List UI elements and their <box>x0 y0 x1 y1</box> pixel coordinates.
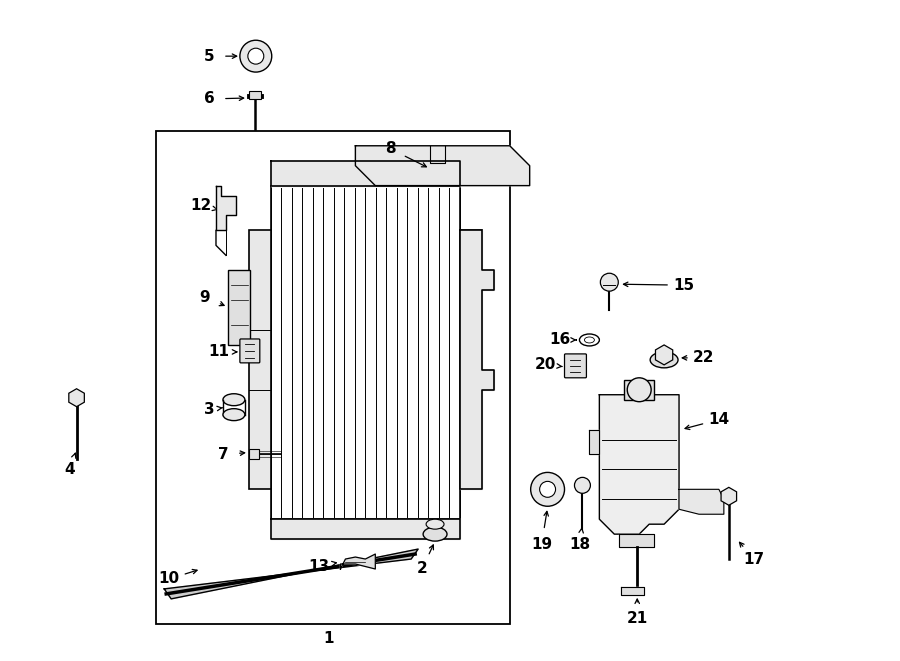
Circle shape <box>600 273 618 291</box>
Text: 10: 10 <box>158 572 180 586</box>
Text: 20: 20 <box>535 358 556 372</box>
Circle shape <box>248 48 264 64</box>
Bar <box>157 131 509 624</box>
FancyBboxPatch shape <box>564 354 587 378</box>
Text: 9: 9 <box>200 290 211 305</box>
Bar <box>228 270 250 345</box>
Circle shape <box>540 481 555 497</box>
Polygon shape <box>340 554 375 569</box>
Circle shape <box>574 477 590 493</box>
Text: 4: 4 <box>64 462 75 477</box>
Text: 2: 2 <box>417 561 428 576</box>
Text: 5: 5 <box>203 49 214 63</box>
Text: 12: 12 <box>191 198 211 213</box>
Text: 11: 11 <box>209 344 230 360</box>
Polygon shape <box>619 534 654 547</box>
Polygon shape <box>460 231 494 489</box>
Text: 21: 21 <box>626 611 648 626</box>
Text: 14: 14 <box>708 412 729 427</box>
Text: 19: 19 <box>531 537 553 551</box>
Ellipse shape <box>223 394 245 406</box>
Polygon shape <box>590 430 599 455</box>
Ellipse shape <box>650 352 678 368</box>
Text: 15: 15 <box>673 278 695 293</box>
Bar <box>248 449 259 459</box>
Text: 8: 8 <box>385 141 396 156</box>
Text: 13: 13 <box>308 559 329 574</box>
Bar <box>248 91 261 99</box>
Ellipse shape <box>426 519 444 529</box>
FancyBboxPatch shape <box>240 339 260 363</box>
Text: 1: 1 <box>323 631 334 646</box>
Polygon shape <box>164 549 418 599</box>
Text: 17: 17 <box>743 551 764 566</box>
Circle shape <box>627 378 652 402</box>
Polygon shape <box>271 161 460 186</box>
Ellipse shape <box>223 408 245 420</box>
Circle shape <box>531 473 564 506</box>
Text: 7: 7 <box>218 447 229 462</box>
Polygon shape <box>271 519 460 539</box>
Polygon shape <box>356 146 530 186</box>
Ellipse shape <box>580 334 599 346</box>
Bar <box>460 231 482 489</box>
Polygon shape <box>599 395 679 534</box>
Text: 18: 18 <box>569 537 590 551</box>
Text: 16: 16 <box>549 332 571 348</box>
Bar <box>248 231 271 489</box>
Text: 6: 6 <box>203 91 214 106</box>
Ellipse shape <box>584 337 594 343</box>
Polygon shape <box>679 489 724 514</box>
Polygon shape <box>621 587 644 595</box>
Ellipse shape <box>423 527 447 541</box>
Text: 22: 22 <box>693 350 715 366</box>
Polygon shape <box>216 186 236 231</box>
Circle shape <box>240 40 272 72</box>
Bar <box>625 380 654 400</box>
Text: 3: 3 <box>203 402 214 417</box>
